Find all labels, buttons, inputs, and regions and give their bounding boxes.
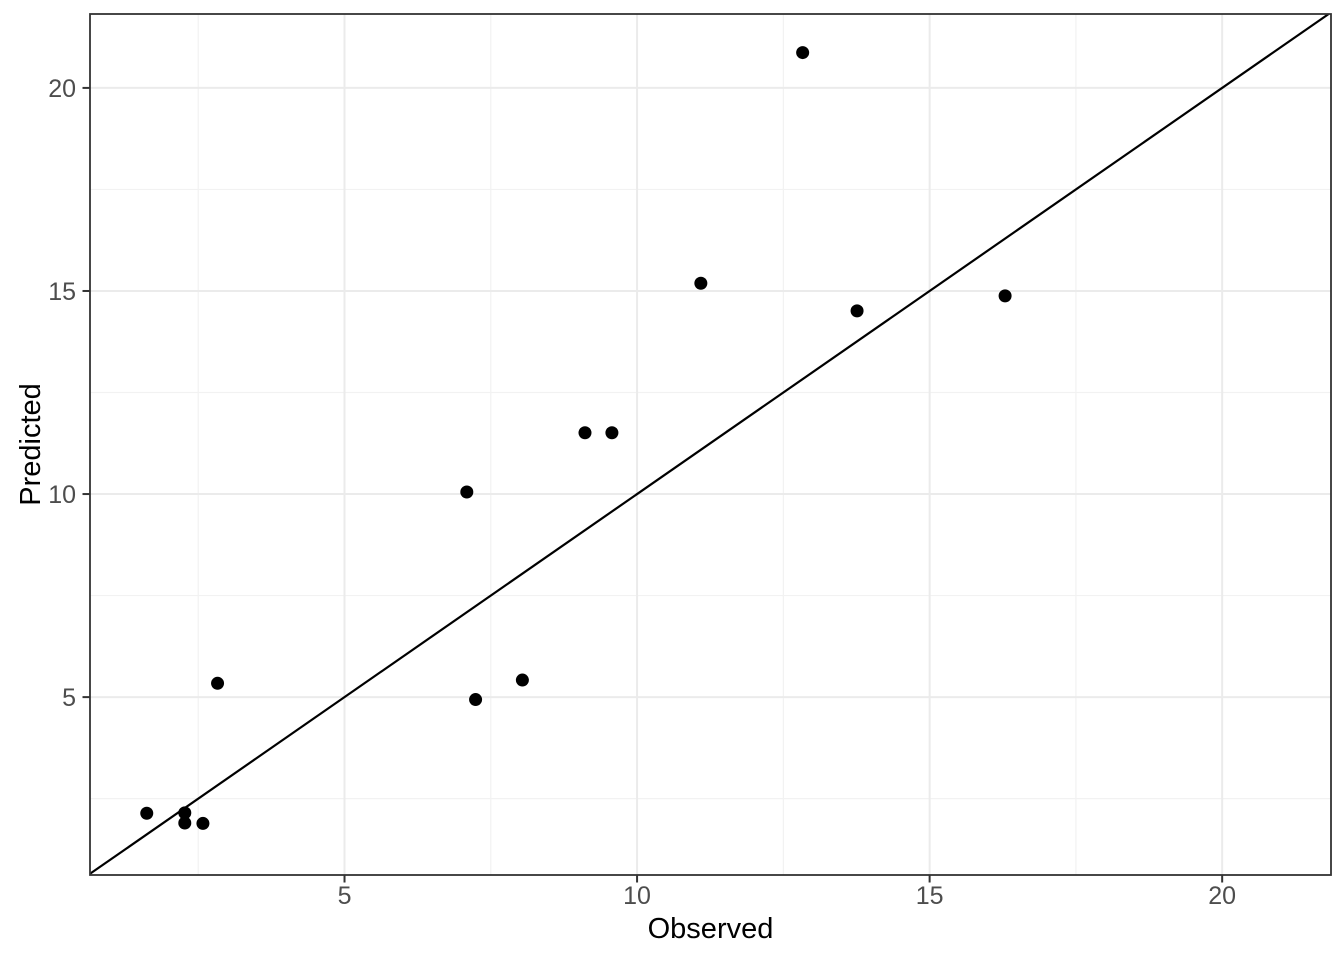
panel-border-rect <box>89 13 1332 876</box>
x-tick-label: 10 <box>623 882 651 910</box>
x-tick-label: 5 <box>338 882 352 910</box>
scatter-point <box>694 276 708 290</box>
y-tick-label: 5 <box>62 684 76 712</box>
x-axis-ticks: 5 10 15 20 <box>338 875 1236 910</box>
grid-major-lines <box>90 14 1331 875</box>
scatter-point <box>178 816 192 830</box>
scatter-point <box>998 289 1012 303</box>
scatter-point <box>605 426 619 440</box>
x-tick-label: 20 <box>1208 882 1236 910</box>
y-tick-label: 15 <box>48 278 76 306</box>
y-axis-ticks: 5 10 15 20 <box>48 75 90 712</box>
scatter-point <box>578 426 592 440</box>
identity-line <box>89 13 1330 875</box>
scatter-point <box>211 676 225 690</box>
scatter-point <box>196 816 210 830</box>
scatter-point <box>850 304 864 318</box>
x-tick-label: 15 <box>916 882 944 910</box>
y-tick-label: 20 <box>48 75 76 103</box>
scatter-point <box>796 46 810 60</box>
scatter-point <box>140 806 154 820</box>
scatter-point <box>515 673 529 687</box>
scatter-point <box>178 806 192 820</box>
grid-minor-lines <box>90 14 1331 875</box>
y-axis-title: Predicted <box>15 383 47 506</box>
x-axis-title: Observed <box>648 913 774 945</box>
y-tick-label: 10 <box>48 481 76 509</box>
panel-border <box>89 13 1332 876</box>
scatter-point <box>460 485 474 499</box>
scatter-point <box>469 693 483 707</box>
scatter-points <box>140 46 1012 830</box>
identity-line-segment <box>89 13 1330 875</box>
